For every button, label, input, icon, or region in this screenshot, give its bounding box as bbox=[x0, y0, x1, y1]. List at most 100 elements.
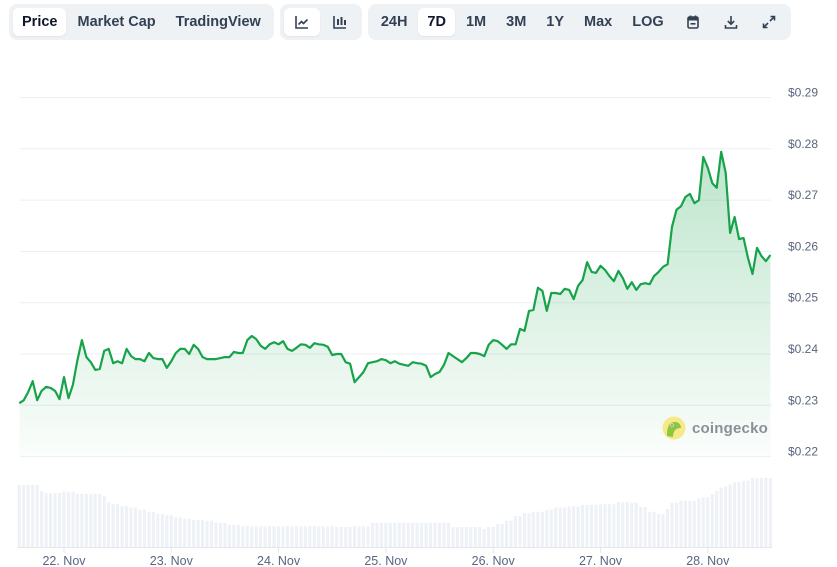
volume-bar bbox=[505, 520, 509, 547]
volume-bar bbox=[169, 515, 173, 547]
volume-bar bbox=[688, 500, 692, 547]
volume-bar bbox=[531, 511, 535, 547]
volume-bars bbox=[17, 478, 772, 547]
volume-bar bbox=[35, 484, 39, 547]
volume-bar bbox=[317, 526, 321, 547]
volume-bar bbox=[236, 524, 240, 547]
volume-bar bbox=[746, 480, 750, 547]
price-line bbox=[18, 150, 772, 405]
volume-bar bbox=[750, 478, 755, 547]
tab-market-cap[interactable]: Market Cap bbox=[77, 14, 156, 30]
volume-bar bbox=[111, 504, 115, 547]
volume-bar bbox=[420, 522, 424, 547]
chart-type-toggle bbox=[279, 4, 362, 40]
coingecko-logo-icon bbox=[662, 416, 686, 440]
volume-bar bbox=[174, 517, 178, 547]
volume-bar bbox=[545, 509, 549, 547]
volume-bar bbox=[263, 526, 267, 547]
volume-bar bbox=[245, 526, 249, 547]
tab-price[interactable]: Price bbox=[13, 8, 67, 36]
volume-bar bbox=[402, 522, 406, 547]
volume-bar bbox=[272, 526, 276, 547]
volume-bar bbox=[80, 493, 84, 547]
range-1m[interactable]: 1M bbox=[465, 14, 487, 30]
y-axis: $0.29 $0.28 $0.27 $0.26 $0.25 $0.24 $0.23 $0.22 bbox=[788, 86, 818, 459]
line-chart-button[interactable] bbox=[283, 8, 320, 36]
volume-bar bbox=[670, 502, 674, 547]
watermark-text: coingecko bbox=[692, 419, 768, 437]
volume-bar bbox=[22, 484, 26, 547]
volume-bar bbox=[303, 526, 307, 547]
volume-bar bbox=[353, 526, 357, 547]
volume-bar bbox=[513, 515, 518, 547]
volume-bar bbox=[370, 522, 374, 547]
volume-bar bbox=[500, 524, 504, 547]
volume-bar bbox=[375, 522, 379, 547]
volume-bar bbox=[250, 526, 254, 547]
volume-bar bbox=[522, 513, 526, 547]
tab-tradingview[interactable]: TradingView bbox=[175, 14, 261, 30]
volume-bar bbox=[178, 517, 182, 547]
volume-bar bbox=[129, 507, 133, 547]
volume-bar bbox=[598, 504, 602, 547]
volume-bar bbox=[764, 478, 768, 547]
volume-bar bbox=[652, 511, 656, 547]
volume-bar bbox=[442, 522, 446, 547]
volume-bar bbox=[98, 493, 102, 547]
volume-bar bbox=[281, 526, 285, 547]
volume-bar bbox=[715, 491, 719, 547]
range-7d[interactable]: 7D bbox=[418, 8, 455, 36]
volume-bar bbox=[621, 502, 625, 547]
range-3m[interactable]: 3M bbox=[506, 14, 527, 30]
volume-bar bbox=[330, 526, 334, 547]
volume-bar bbox=[57, 493, 62, 547]
volume-bar bbox=[142, 509, 146, 547]
candlestick-chart-button[interactable] bbox=[322, 8, 358, 36]
volume-bar bbox=[674, 502, 678, 547]
volume-bar bbox=[276, 526, 281, 547]
volume-bar bbox=[451, 526, 455, 547]
x-tick-label: 22. Nov bbox=[42, 554, 86, 567]
volume-bar bbox=[138, 509, 142, 547]
volume-bar bbox=[759, 478, 763, 547]
x-tick-label: 24. Nov bbox=[257, 554, 301, 567]
volume-bar bbox=[151, 511, 155, 547]
volume-bar bbox=[616, 502, 620, 547]
download-icon bbox=[724, 16, 737, 29]
volume-bar bbox=[755, 478, 759, 547]
volume-bar bbox=[594, 504, 598, 547]
volume-bar bbox=[187, 518, 191, 547]
volume-bar bbox=[469, 526, 473, 547]
volume-bar bbox=[312, 526, 316, 547]
log-scale-toggle[interactable]: LOG bbox=[632, 14, 664, 30]
chart-toolbar: Price Market Cap TradingView 24H 7D 1M 3… bbox=[9, 4, 791, 40]
volume-bar bbox=[205, 520, 209, 547]
date-range-button[interactable] bbox=[675, 8, 711, 36]
volume-bar bbox=[26, 484, 30, 547]
volume-bar bbox=[478, 526, 482, 547]
fullscreen-button[interactable] bbox=[751, 8, 787, 36]
volume-bar bbox=[120, 506, 124, 547]
line-chart-icon bbox=[295, 16, 308, 29]
volume-bar bbox=[102, 495, 106, 547]
volume-bar bbox=[585, 504, 589, 547]
volume-bar bbox=[607, 504, 611, 547]
download-button[interactable] bbox=[713, 8, 749, 36]
volume-bar bbox=[44, 493, 48, 547]
volume-bar bbox=[290, 526, 294, 547]
volume-bar bbox=[540, 511, 544, 547]
range-max[interactable]: Max bbox=[584, 14, 613, 30]
volume-bar bbox=[116, 504, 120, 547]
x-axis: 22. Nov 23. Nov 24. Nov 25. Nov 26. Nov 27. N… bbox=[18, 547, 772, 567]
volume-bar bbox=[572, 506, 576, 547]
view-tabs: Price Market Cap TradingView bbox=[9, 4, 274, 40]
range-1y[interactable]: 1Y bbox=[546, 14, 565, 30]
range-24h[interactable]: 24H bbox=[380, 14, 408, 30]
volume-bar bbox=[455, 526, 459, 547]
volume-bar bbox=[558, 507, 562, 547]
volume-bar bbox=[200, 520, 205, 547]
volume-bar bbox=[196, 520, 200, 547]
y-tick-label: $0.27 bbox=[788, 188, 818, 202]
volume-bar bbox=[724, 486, 728, 547]
